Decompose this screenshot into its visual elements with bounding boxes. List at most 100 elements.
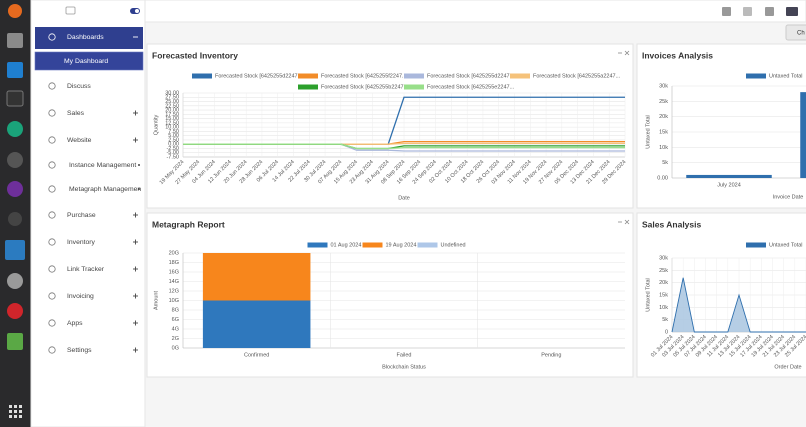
panel-title: Invoices Analysis	[642, 50, 713, 60]
toolbar-button[interactable]	[785, 24, 806, 41]
menu-item[interactable]: Invoicing	[67, 293, 94, 300]
x-axis-title: Invoice Date	[773, 194, 804, 200]
y-tick-label: -7.50	[166, 154, 179, 160]
y-tick-label: 25.00	[165, 99, 179, 105]
legend-label[interactable]: 19 Aug 2024	[386, 242, 417, 248]
y-tick-label: 6G	[172, 317, 179, 323]
y-tick-label: 12.50	[165, 120, 179, 126]
y-axis-title: Untaxed Total	[645, 115, 651, 149]
sidebar	[30, 0, 146, 427]
menu-icon	[48, 292, 56, 300]
menu-icon	[48, 319, 56, 327]
menu-icon	[48, 109, 56, 117]
menu-icon	[48, 185, 56, 193]
menu-item[interactable]: Settings	[67, 347, 92, 354]
y-tick-label: 18G	[169, 260, 179, 266]
legend-label[interactable]: Untaxed Total	[769, 73, 803, 79]
y-tick-label: 16G	[169, 269, 179, 275]
line	[183, 143, 625, 150]
menu-item[interactable]: Dashboards	[67, 34, 104, 41]
area	[672, 277, 806, 332]
legend-label[interactable]: Forecasted Stock [6425255a2247...	[533, 73, 621, 79]
panels: Forecasted Inventory 30.0027.5025.0022.50…	[146, 43, 806, 378]
legend-swatch	[404, 73, 424, 79]
legend-label[interactable]: 01 Aug 2024	[331, 242, 362, 248]
x-axis-title: Blockchain Status	[382, 364, 426, 370]
legend-swatch	[298, 84, 318, 90]
menu-item[interactable]: Metagraph Managemen	[69, 186, 141, 193]
bar	[202, 253, 311, 301]
menu-item[interactable]: Link Tracker	[67, 266, 105, 273]
y-tick-label: 0G	[172, 345, 179, 351]
y-tick-label: 30.00	[165, 90, 179, 96]
bar	[202, 300, 311, 348]
menu-icon	[48, 211, 56, 219]
active-submenu[interactable]	[34, 51, 144, 71]
panel-close[interactable]	[624, 50, 630, 56]
menu-item[interactable]: Apps	[67, 320, 83, 327]
submenu-dot	[138, 164, 140, 166]
x-axis-title: Date	[398, 195, 410, 201]
menu-item[interactable]: My Dashboard	[64, 58, 108, 65]
x-tick-label: Pending	[541, 352, 561, 358]
legend-label[interactable]: Forecasted Stock [6425255f2247...	[321, 73, 407, 79]
legend-label[interactable]: Forecasted Stock [6425255d2247...	[215, 73, 303, 79]
y-tick-label: 20k	[659, 280, 668, 286]
y-tick-label: 5k	[662, 317, 668, 323]
y-tick-label: 12G	[169, 288, 179, 294]
toolbar-button-label[interactable]: Ch	[797, 31, 805, 37]
line	[671, 277, 806, 333]
x-tick-label: July 2024	[717, 182, 741, 188]
menu-item[interactable]: Inventory	[67, 239, 96, 246]
y-tick-label: 0	[665, 329, 668, 335]
legend-label[interactable]: Forecasted Stock [6425255d2247...	[427, 73, 515, 79]
active-menu[interactable]	[35, 27, 143, 49]
panel-close[interactable]	[624, 219, 630, 225]
legend-swatch	[307, 242, 328, 248]
y-tick-label: 10G	[169, 298, 179, 304]
y-tick-label: 15.00	[165, 116, 179, 122]
menu-icon	[48, 136, 56, 144]
legend-label[interactable]: Undefined	[441, 242, 466, 248]
legend-label[interactable]: Untaxed Total	[769, 242, 803, 248]
panel-title: Sales Analysis	[642, 219, 701, 229]
menu-item[interactable]: Website	[67, 137, 92, 144]
legend-swatch	[404, 84, 424, 90]
y-tick-label: 0.00	[657, 175, 668, 181]
legend-label[interactable]: Forecasted Stock [6425255b2247...	[321, 84, 409, 90]
menu-icon	[48, 265, 56, 273]
y-tick-label: 20.00	[165, 108, 179, 114]
legend-swatch	[362, 242, 383, 248]
panel: Invoices Analysis 0.00 5k 10k 15k 20k 25k 30k Ju…	[636, 43, 806, 209]
legend-swatch	[510, 73, 530, 79]
panel: Forecasted Inventory 30.0027.5025.0022.50…	[146, 43, 634, 209]
legend-swatch	[746, 242, 766, 248]
menu-icon	[48, 161, 56, 169]
menu-item[interactable]: Discuss	[67, 83, 91, 90]
legend-swatch	[192, 73, 212, 79]
x-tick-label: Confirmed	[244, 352, 269, 358]
menu-icon	[48, 238, 56, 246]
y-tick-label: 5k	[662, 160, 668, 166]
y-tick-label: 27.50	[165, 95, 179, 101]
panel-title: Forecasted Inventory	[152, 50, 238, 60]
y-tick-label: 15k	[659, 129, 668, 135]
menu-item[interactable]: Instance Management	[69, 162, 136, 169]
menu-item[interactable]: Purchase	[67, 212, 96, 219]
legend-label[interactable]: Forecasted Stock [6425255e2247...	[427, 84, 515, 90]
menu-item[interactable]: Sales	[67, 110, 85, 117]
y-axis-title: Amount	[153, 291, 159, 310]
menu-icon	[48, 33, 56, 41]
y-tick-label: 14G	[169, 279, 179, 285]
y-tick-label: 4G	[172, 326, 179, 332]
top-bar: Ch	[144, 0, 806, 41]
bar	[800, 92, 806, 178]
bar	[686, 174, 772, 178]
y-tick-label: 30k	[659, 255, 668, 261]
y-tick-label: 10k	[659, 305, 668, 311]
y-axis-title: Quantity	[153, 115, 159, 136]
panel-frame	[636, 43, 806, 209]
legend-swatch	[298, 73, 318, 79]
panel-title: Metagraph Report	[152, 219, 225, 229]
